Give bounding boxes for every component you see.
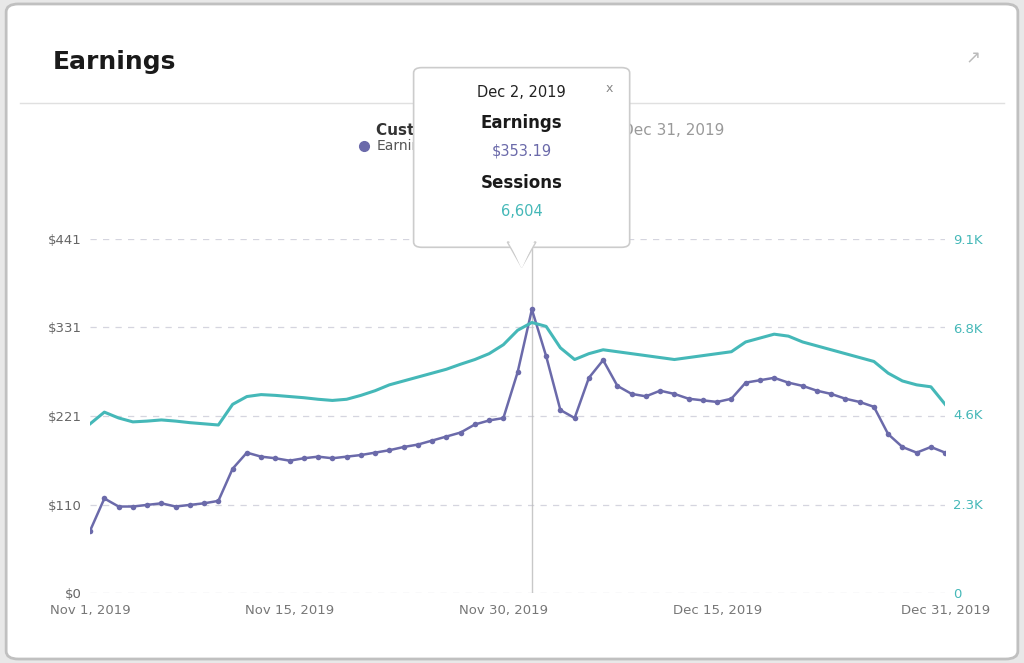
Text: 6,604: 6,604 [501,204,543,219]
Text: Nov 1, 2019 – Dec 31, 2019: Nov 1, 2019 – Dec 31, 2019 [512,123,724,138]
Text: Sessions: Sessions [480,174,562,192]
Text: Earnings: Earnings [481,113,562,131]
Text: Dec 2, 2019: Dec 2, 2019 [477,85,566,100]
FancyBboxPatch shape [6,4,1018,659]
Text: Custom Range:: Custom Range: [377,123,512,138]
Text: x: x [606,82,613,95]
Text: Earnings: Earnings [53,50,176,74]
Text: $353.19: $353.19 [492,144,552,158]
Text: Earnings: Earnings [377,139,437,153]
Text: ↗: ↗ [966,50,981,68]
Text: Sessions: Sessions [476,139,536,153]
